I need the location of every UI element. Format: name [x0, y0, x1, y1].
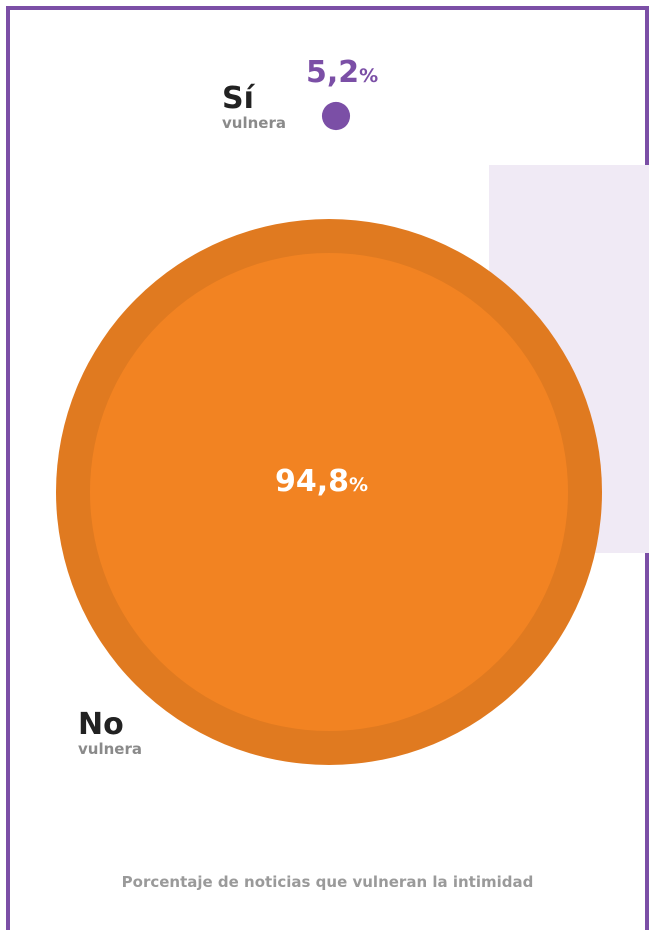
label-no-subtitle: vulnera	[78, 740, 142, 758]
slice-si	[321, 101, 351, 131]
chart-caption: Porcentaje de noticias que vulneran la i…	[121, 873, 534, 891]
value-no-number: 94,8	[275, 464, 350, 499]
label-no-title: No	[78, 707, 124, 742]
label-si: Sí vulnera	[222, 84, 286, 131]
label-si-subtitle: vulnera	[222, 114, 286, 132]
value-si-unit: %	[359, 65, 379, 87]
value-si-number: 5,2	[306, 55, 360, 90]
label-no: No vulnera	[78, 710, 142, 757]
slice-no	[90, 253, 568, 731]
value-no: 94,8%	[275, 467, 368, 497]
label-si-title: Sí	[222, 81, 254, 116]
value-si: 5,2%	[306, 58, 378, 88]
value-no-unit: %	[349, 474, 369, 496]
